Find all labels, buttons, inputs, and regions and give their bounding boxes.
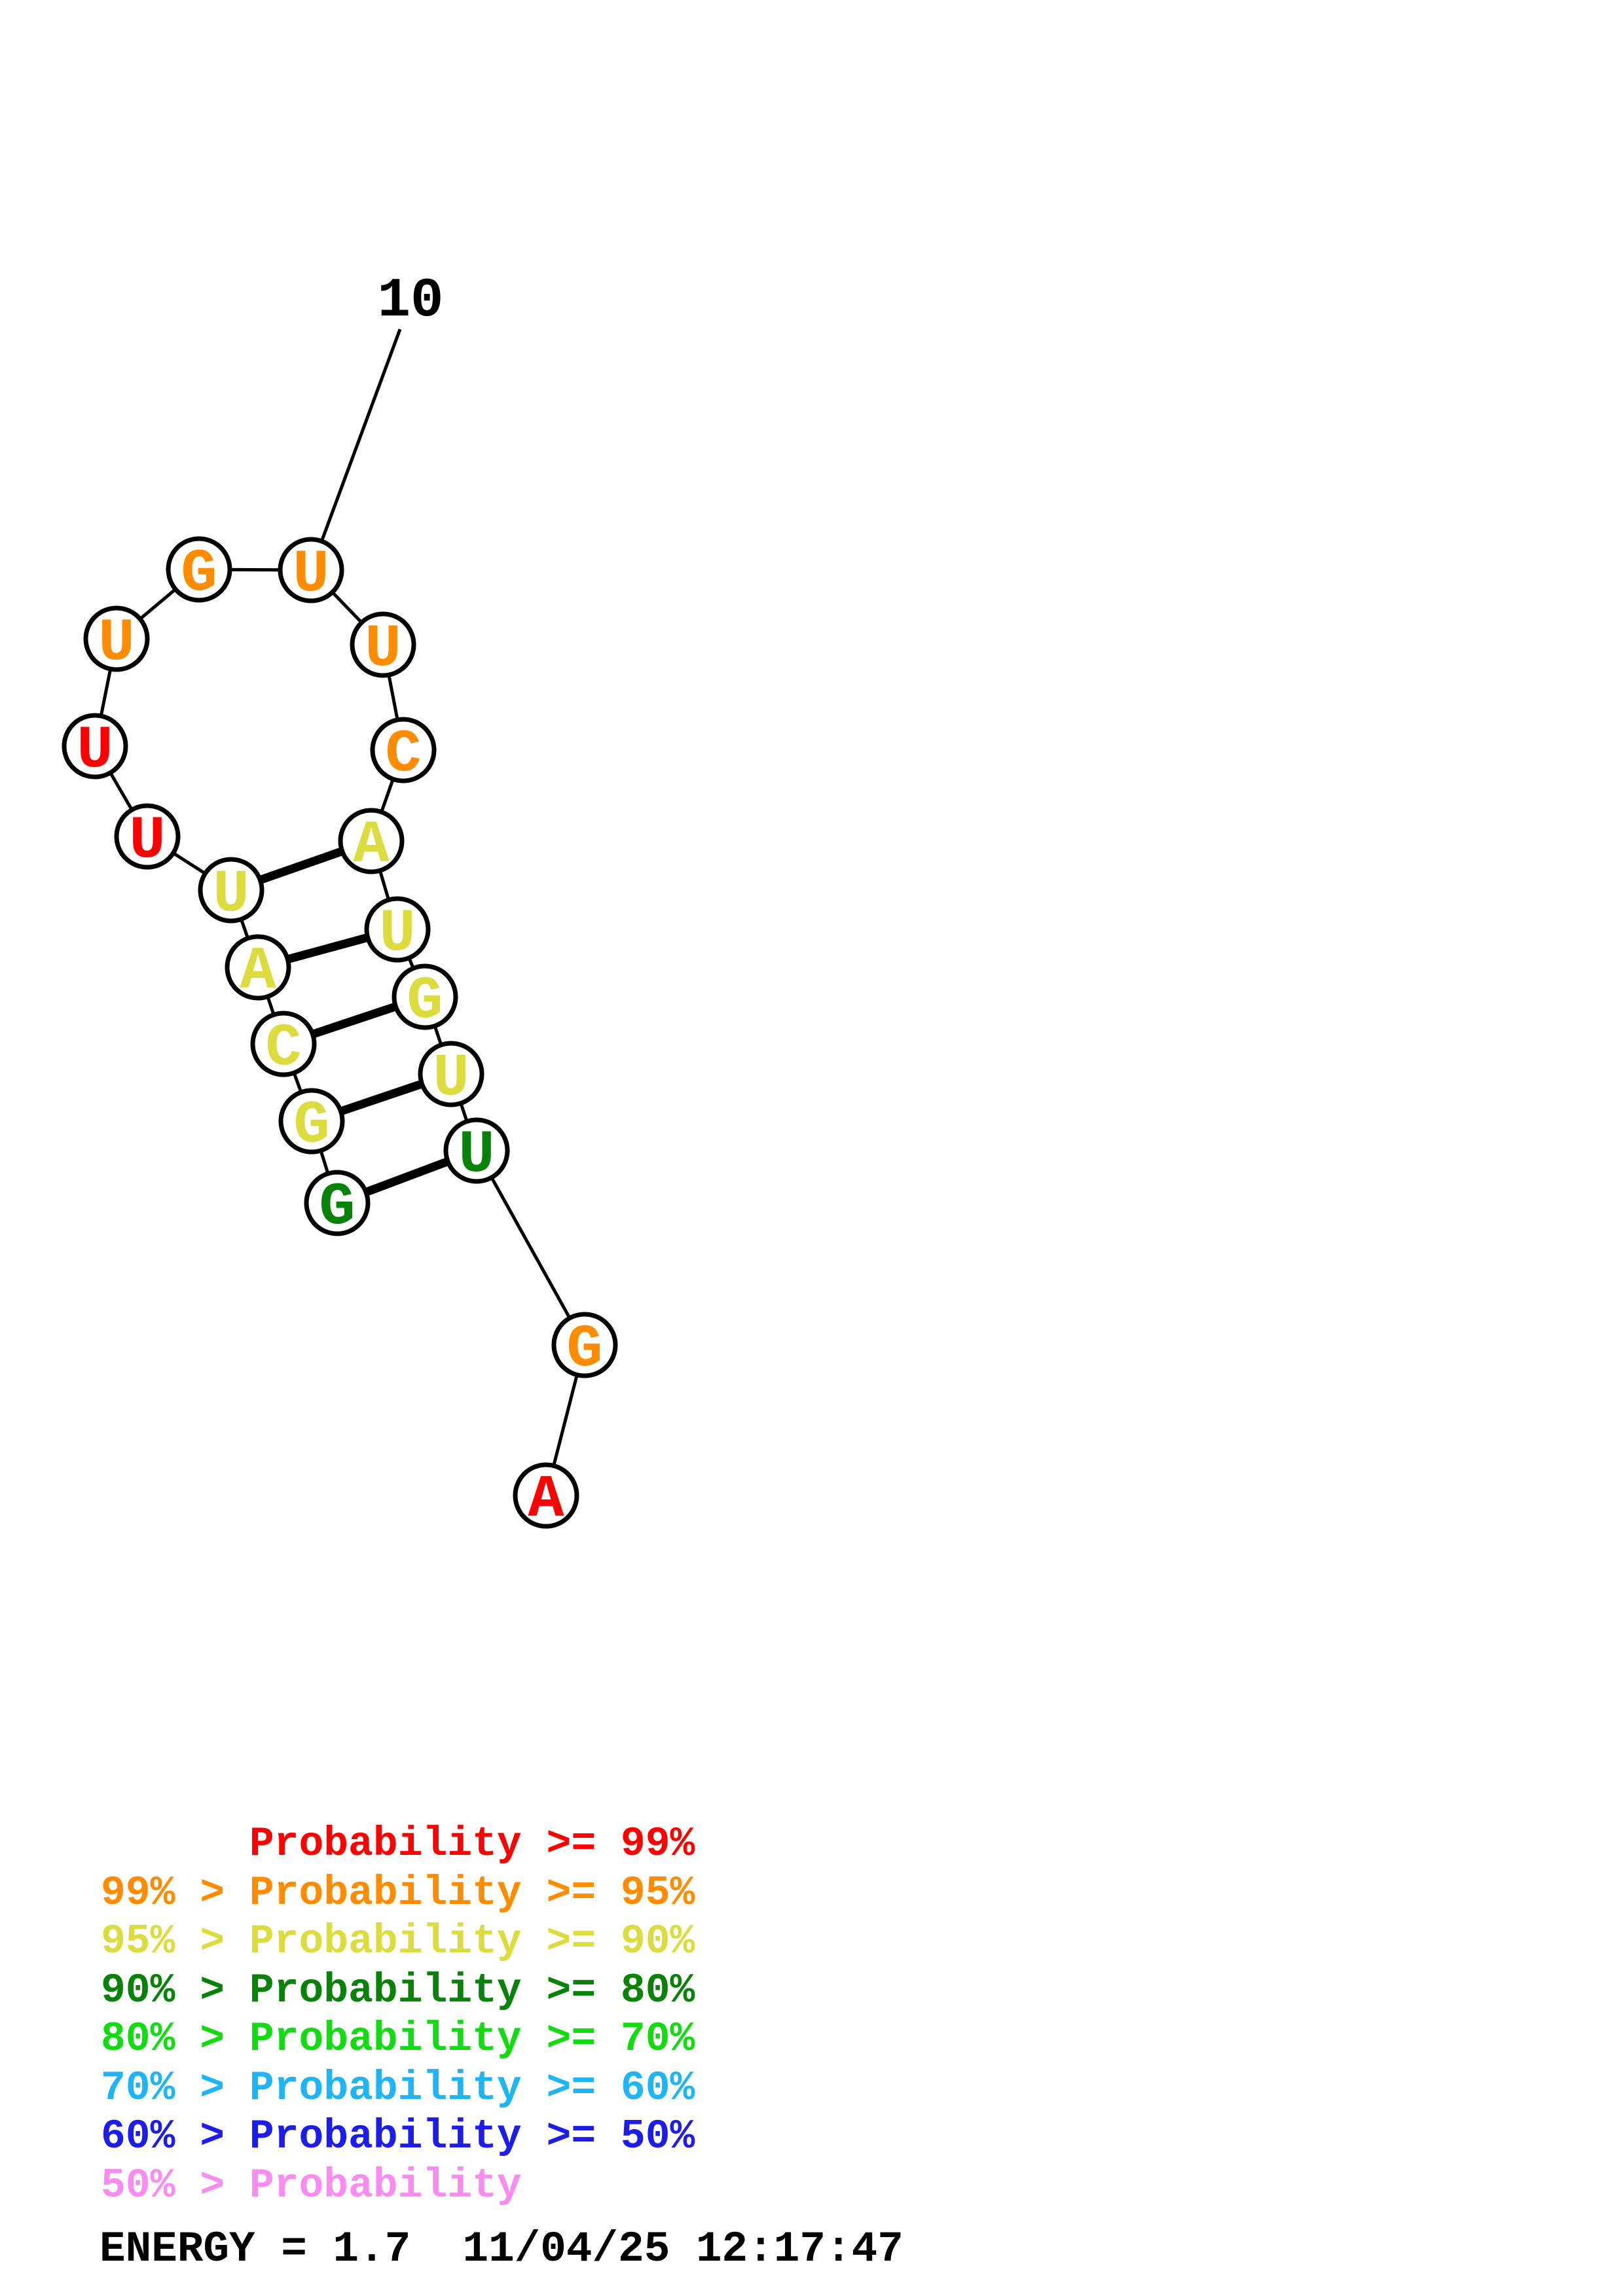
nucleotide-circle-4 [225, 934, 291, 1001]
nucleotide-circle-13 [338, 808, 405, 874]
nucleotide-circle-16 [418, 1041, 484, 1107]
nucleotide-letter-18: G [566, 1315, 602, 1384]
nucleotide-letter-9: G [181, 539, 217, 608]
nucleotide-circle-10 [278, 537, 344, 603]
nucleotide-letter-19: A [528, 1465, 564, 1534]
energy-line: ENERGY = 1.7 11/04/25 12:17:47 [100, 2225, 903, 2274]
nucleotide-circle-19 [513, 1462, 579, 1529]
nucleotide-letter-4: A [240, 937, 276, 1006]
nucleotide-circle-14 [364, 896, 431, 963]
label-pointer-line [309, 329, 402, 571]
nucleotide-circle-3 [250, 1011, 317, 1077]
nucleotide-circle-2 [278, 1088, 345, 1155]
nucleotide-letter-11: U [365, 615, 401, 683]
nucleotide-circle-5 [198, 857, 264, 924]
nucleotide-circle-9 [166, 536, 232, 603]
nucleotide-circle-18 [551, 1312, 618, 1378]
nucleotide-letter-10: U [293, 540, 329, 609]
nucleotide-letter-2: G [293, 1091, 329, 1160]
nucleotide-letter-15: G [407, 967, 443, 1035]
nucleotide-letter-5: U [213, 860, 249, 929]
nucleotide-letter-14: U [379, 899, 415, 968]
nucleotide-circle-15 [392, 963, 458, 1030]
nucleotide-letter-12: C [385, 720, 421, 789]
nucleotide-letter-16: U [433, 1044, 469, 1113]
nucleotide-letter-7: U [77, 716, 113, 785]
nucleotide-letter-3: C [265, 1014, 301, 1083]
nucleotide-circle-6 [114, 803, 181, 870]
nucleotide-letter-17: U [458, 1121, 494, 1189]
nucleotide-circle-8 [83, 605, 150, 672]
nucleotide-circle-11 [350, 611, 416, 678]
nucleotide-circle-17 [443, 1117, 510, 1184]
nucleotide-circle-7 [62, 713, 128, 780]
nucleotide-circle-12 [370, 717, 437, 783]
position-10-label: 10 [378, 270, 444, 332]
nucleotide-letter-6: U [129, 806, 165, 875]
nucleotide-letter-13: A [353, 811, 390, 880]
nucleotide-letter-1: G [319, 1173, 355, 1242]
nucleotide-letter-8: U [98, 609, 134, 677]
backbone-segment [475, 1149, 587, 1346]
nucleotide-circle-1 [304, 1170, 371, 1236]
